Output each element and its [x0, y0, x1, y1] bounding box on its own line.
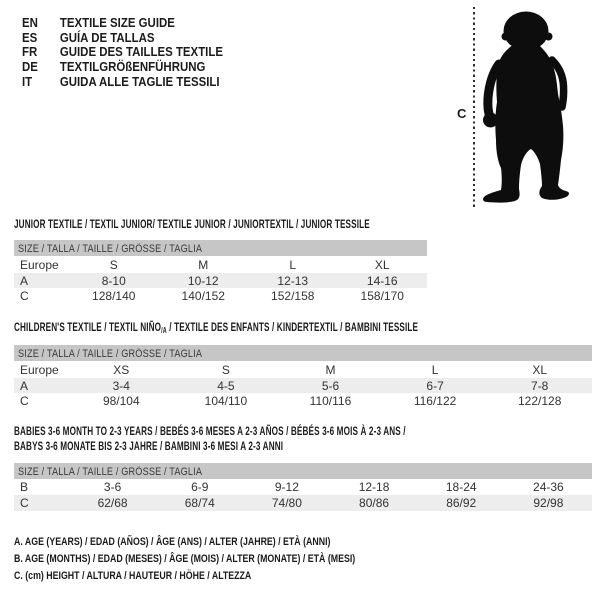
table-cell: 98/104	[102, 394, 140, 408]
table-row: Europe S M L XL	[14, 256, 427, 273]
children-title-sub: /A	[161, 326, 167, 335]
language-label: GUIDE DES TAILLES TEXTILE	[59, 44, 223, 60]
table-cell: 92/98	[504, 495, 592, 511]
table-row: C 98/104 104/110 110/116 116/122 122/128	[14, 393, 592, 409]
row-label: A	[14, 378, 69, 393]
table-row: C 128/140 140/152 152/158 158/170	[14, 288, 427, 304]
babies-title-line2: BABYS 3-6 MONATE BIS 2-3 JAHRE / BAMBINI…	[14, 438, 284, 453]
language-label: GUIDA ALLE TAGLIE TESSILI	[59, 73, 220, 89]
junior-table-title: JUNIOR TEXTILE / TEXTIL JUNIOR/ TEXTILE …	[14, 217, 370, 231]
footnote-a: A. AGE (YEARS) / EDAD (AÑOS) / ÂGE (ANS)…	[14, 536, 331, 548]
language-code: FR	[22, 44, 38, 60]
junior-size-table: SIZE / TALLA / TAILLE / GRÖSSE / TAGLIA …	[14, 240, 427, 304]
size-header-text: SIZE / TALLA / TAILLE / GRÖSSE / TAGLIA	[18, 243, 203, 255]
table-row: B 3-6 6-9 9-12 12-18 18-24 24-36	[14, 479, 592, 495]
row-label: C	[20, 289, 29, 303]
language-row: DE TEXTILGRÖßENFÜHRUNG	[22, 59, 223, 75]
table-cell: 14-16	[337, 273, 427, 288]
table-cell: 8-10	[69, 273, 159, 288]
table-cell: 3-6	[103, 480, 122, 494]
table-cell: 12-18	[358, 480, 390, 494]
table-cell: 116/122	[413, 394, 457, 408]
size-header-row: SIZE / TALLA / TAILLE / GRÖSSE / TAGLIA	[14, 463, 592, 479]
table-row: A 3-4 4-5 5-6 6-7 7-8	[14, 378, 592, 393]
table-cell: 5-6	[278, 378, 383, 393]
row-label: B	[20, 480, 29, 494]
language-row: FR GUIDE DES TAILLES TEXTILE	[22, 45, 223, 60]
table-cell: 3-4	[69, 378, 174, 393]
table-cell: XS	[113, 362, 130, 377]
table-cell: 18-24	[445, 480, 477, 494]
table-cell: 158/170	[360, 289, 404, 303]
row-label: A	[14, 273, 69, 288]
language-label: TEXTILE SIZE GUIDE	[59, 15, 175, 30]
table-cell: L	[431, 362, 439, 377]
table-cell: 9-12	[274, 480, 299, 494]
table-cell: 24-36	[533, 480, 564, 494]
table-cell: 4-5	[173, 378, 279, 393]
language-row: ES GUÍA DE TALLAS	[22, 29, 223, 46]
table-cell: 7-8	[487, 378, 592, 393]
language-label: GUÍA DE TALLAS	[59, 29, 155, 45]
table-cell: S	[109, 257, 118, 272]
table-cell: 74/80	[243, 495, 331, 511]
language-code: IT	[22, 73, 33, 89]
table-cell: 12-13	[248, 273, 338, 288]
language-label: TEXTILGRÖßENFÜHRUNG	[59, 59, 206, 75]
babies-title-line1: BABIES 3-6 MONTH TO 2-3 YEARS / BEBÉS 3-…	[14, 424, 406, 438]
size-header-cell: SIZE / TALLA / TAILLE / GRÖSSE / TAGLIA	[14, 345, 592, 361]
height-measure-label: C	[457, 106, 467, 121]
size-header-row: SIZE / TALLA / TAILLE / GRÖSSE / TAGLIA	[14, 345, 592, 361]
table-cell: 140/152	[181, 289, 225, 303]
children-title-post: / TEXTILE DES ENFANTS / KINDERTEXTIL / B…	[166, 320, 419, 334]
table-cell: 62/68	[69, 495, 157, 511]
row-label: Europe	[20, 362, 59, 377]
table-cell: M	[325, 362, 336, 377]
size-header-text: SIZE / TALLA / TAILLE / GRÖSSE / TAGLIA	[18, 466, 203, 478]
table-cell: L	[289, 257, 297, 272]
size-header-row: SIZE / TALLA / TAILLE / GRÖSSE / TAGLIA	[14, 240, 427, 256]
children-title-pre: CHILDREN'S TEXTILE / TEXTIL NIÑO	[14, 320, 162, 334]
babies-size-table: SIZE / TALLA / TAILLE / GRÖSSE / TAGLIA …	[14, 463, 592, 511]
row-label: C	[14, 495, 69, 511]
table-cell: 104/110	[204, 394, 248, 408]
toddler-silhouette-icon	[483, 11, 569, 203]
language-row: EN TEXTILE SIZE GUIDE	[22, 15, 223, 31]
table-cell: S	[221, 362, 230, 377]
table-cell: 80/86	[330, 495, 418, 511]
table-row: Europe XS S M L XL	[14, 361, 592, 378]
table-cell: 122/128	[517, 394, 562, 408]
table-cell: 6-7	[382, 378, 488, 393]
size-header-cell: SIZE / TALLA / TAILLE / GRÖSSE / TAGLIA	[14, 240, 427, 256]
language-code: EN	[22, 15, 38, 30]
table-cell: XL	[532, 362, 548, 377]
row-label: Europe	[20, 257, 59, 272]
language-header: EN TEXTILE SIZE GUIDE ES GUÍA DE TALLAS …	[22, 15, 223, 90]
table-cell: 152/158	[271, 289, 315, 303]
table-row: A 8-10 10-12 12-13 14-16	[14, 273, 427, 288]
table-cell: 128/140	[92, 289, 136, 303]
table-cell: XL	[374, 257, 390, 272]
size-header-text: SIZE / TALLA / TAILLE / GRÖSSE / TAGLIA	[18, 348, 203, 360]
table-cell: M	[198, 257, 209, 272]
footnote-c: C. (cm) HEIGHT / ALTURA / HAUTEUR / HÖHE…	[14, 570, 252, 582]
size-header-cell: SIZE / TALLA / TAILLE / GRÖSSE / TAGLIA	[14, 463, 592, 479]
table-cell: 6-9	[191, 480, 209, 494]
language-code: ES	[22, 29, 38, 45]
children-size-table: SIZE / TALLA / TAILLE / GRÖSSE / TAGLIA …	[14, 345, 592, 409]
footnotes: A. AGE (YEARS) / EDAD (AÑOS) / ÂGE (ANS)…	[14, 534, 355, 585]
table-cell: 86/92	[417, 495, 505, 511]
babies-table-title: BABIES 3-6 MONTH TO 2-3 YEARS / BEBÉS 3-…	[14, 424, 406, 453]
language-row: IT GUIDA ALLE TAGLIE TESSILI	[22, 73, 223, 90]
row-label: C	[20, 394, 29, 408]
table-cell: 68/74	[156, 495, 244, 511]
language-code: DE	[22, 59, 38, 75]
footnote-b: B. AGE (MONTHS) / EDAD (MESES) / ÂGE (MO…	[14, 553, 356, 565]
height-measure-dotted-line	[473, 7, 475, 207]
table-cell: 10-12	[158, 273, 248, 288]
table-cell: 110/116	[309, 394, 352, 408]
table-row: C 62/68 68/74 74/80 80/86 86/92 92/98	[14, 495, 592, 511]
children-table-title: CHILDREN'S TEXTILE / TEXTIL NIÑO/A / TEX…	[14, 320, 418, 335]
